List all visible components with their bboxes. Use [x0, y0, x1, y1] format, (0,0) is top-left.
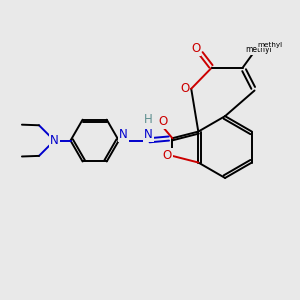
Text: methyl: methyl — [257, 42, 283, 48]
Text: methyl: methyl — [257, 48, 262, 49]
Text: N: N — [144, 128, 153, 141]
Text: O: O — [158, 115, 167, 128]
Text: O: O — [163, 149, 172, 162]
Text: O: O — [180, 82, 189, 95]
Text: methyl: methyl — [246, 45, 272, 54]
Text: N: N — [50, 134, 59, 147]
Text: H: H — [144, 112, 152, 126]
Text: N: N — [119, 128, 128, 141]
Text: O: O — [191, 42, 200, 55]
